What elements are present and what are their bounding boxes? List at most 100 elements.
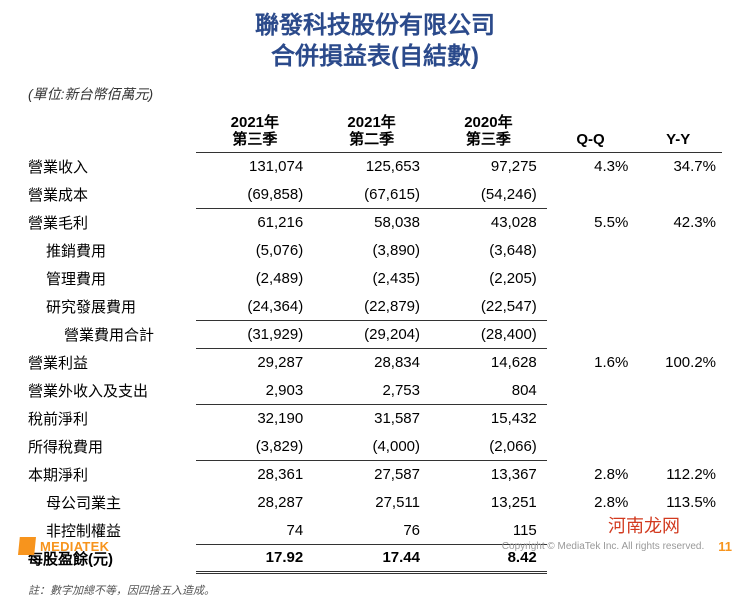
table-row: 營業收入131,074125,65397,2754.3%34.7%: [28, 152, 722, 180]
row-label: 本期淨利: [28, 460, 196, 488]
cell-yy: [634, 236, 722, 264]
cell-qq: [547, 320, 635, 348]
cell-value: (2,066): [430, 432, 547, 460]
cell-value: (54,246): [430, 180, 547, 208]
col-header-q3-2021: 2021年第三季: [196, 110, 313, 152]
table-row: 推銷費用(5,076)(3,890)(3,648): [28, 236, 722, 264]
mediatek-logo: MEDIATEK: [18, 537, 109, 555]
cell-value: 13,251: [430, 488, 547, 516]
cell-yy: 112.2%: [634, 460, 722, 488]
row-label: 母公司業主: [28, 488, 196, 516]
cell-yy: [634, 292, 722, 320]
cell-yy: 34.7%: [634, 152, 722, 180]
cell-value: 125,653: [313, 152, 430, 180]
cell-value: (22,547): [430, 292, 547, 320]
table-row: 稅前淨利32,19031,58715,432: [28, 404, 722, 432]
unit-label: (單位:新台幣佰萬元): [0, 72, 750, 110]
cell-value: 15,432: [430, 404, 547, 432]
cell-value: (3,829): [196, 432, 313, 460]
cell-value: (5,076): [196, 236, 313, 264]
row-label: 研究發展費用: [28, 292, 196, 320]
cell-yy: [634, 404, 722, 432]
page-number: 11: [718, 539, 732, 554]
cell-value: (2,489): [196, 264, 313, 292]
cell-value: (29,204): [313, 320, 430, 348]
cell-yy: [634, 376, 722, 404]
cell-qq: 4.3%: [547, 152, 635, 180]
cell-value: (67,615): [313, 180, 430, 208]
row-label: 管理費用: [28, 264, 196, 292]
cell-value: 2,753: [313, 376, 430, 404]
row-label: 營業毛利: [28, 208, 196, 236]
cell-value: 28,361: [196, 460, 313, 488]
copyright-text: Copyright © MediaTek Inc. All rights res…: [502, 541, 704, 552]
cell-qq: 5.5%: [547, 208, 635, 236]
cell-qq: [547, 292, 635, 320]
cell-value: (4,000): [313, 432, 430, 460]
cell-value: 61,216: [196, 208, 313, 236]
cell-value: 2,903: [196, 376, 313, 404]
cell-value: 32,190: [196, 404, 313, 432]
footnote: 註：數字加總不等，因四捨五入造成。: [0, 574, 750, 598]
logo-mark-icon: [18, 537, 36, 555]
cell-value: (28,400): [430, 320, 547, 348]
page-footer: MEDIATEK Copyright © MediaTek Inc. All r…: [0, 532, 750, 560]
income-statement-table: 2021年第三季 2021年第二季 2020年第三季 Q-Q Y-Y 營業收入1…: [28, 110, 722, 574]
cell-qq: 2.8%: [547, 460, 635, 488]
cell-qq: [547, 404, 635, 432]
cell-yy: [634, 432, 722, 460]
cell-value: 28,287: [196, 488, 313, 516]
cell-value: (3,890): [313, 236, 430, 264]
cell-value: (2,205): [430, 264, 547, 292]
cell-value: 97,275: [430, 152, 547, 180]
cell-yy: [634, 320, 722, 348]
cell-value: 13,367: [430, 460, 547, 488]
cell-value: 43,028: [430, 208, 547, 236]
cell-value: 27,511: [313, 488, 430, 516]
cell-value: 14,628: [430, 348, 547, 376]
cell-qq: [547, 236, 635, 264]
table-row: 營業外收入及支出2,9032,753804: [28, 376, 722, 404]
col-header-q2-2021: 2021年第二季: [313, 110, 430, 152]
cell-value: 29,287: [196, 348, 313, 376]
cell-qq: [547, 376, 635, 404]
cell-value: (2,435): [313, 264, 430, 292]
cell-qq: 1.6%: [547, 348, 635, 376]
cell-value: 27,587: [313, 460, 430, 488]
column-header-row: 2021年第三季 2021年第二季 2020年第三季 Q-Q Y-Y: [28, 110, 722, 152]
report-title: 聯發科技股份有限公司 合併損益表(自結數): [0, 0, 750, 72]
row-label: 推銷費用: [28, 236, 196, 264]
row-label: 營業費用合計: [28, 320, 196, 348]
cell-qq: [547, 432, 635, 460]
title-line-1: 聯發科技股份有限公司: [0, 10, 750, 41]
cell-qq: [547, 180, 635, 208]
row-label: 營業外收入及支出: [28, 376, 196, 404]
table-row: 所得稅費用(3,829)(4,000)(2,066): [28, 432, 722, 460]
cell-value: (69,858): [196, 180, 313, 208]
cell-value: 131,074: [196, 152, 313, 180]
table-row: 營業成本(69,858)(67,615)(54,246): [28, 180, 722, 208]
cell-value: (31,929): [196, 320, 313, 348]
cell-yy: [634, 180, 722, 208]
row-label: 營業利益: [28, 348, 196, 376]
row-label: 營業成本: [28, 180, 196, 208]
cell-yy: 42.3%: [634, 208, 722, 236]
cell-value: (3,648): [430, 236, 547, 264]
cell-yy: 100.2%: [634, 348, 722, 376]
cell-qq: [547, 264, 635, 292]
table-row: 營業利益29,28728,83414,6281.6%100.2%: [28, 348, 722, 376]
row-label: 營業收入: [28, 152, 196, 180]
col-header-yy: Y-Y: [634, 110, 722, 152]
logo-text: MEDIATEK: [40, 539, 109, 554]
table-row: 本期淨利28,36127,58713,3672.8%112.2%: [28, 460, 722, 488]
cell-value: (22,879): [313, 292, 430, 320]
cell-yy: [634, 264, 722, 292]
table-row: 營業毛利61,21658,03843,0285.5%42.3%: [28, 208, 722, 236]
row-label: 所得稅費用: [28, 432, 196, 460]
row-label: 稅前淨利: [28, 404, 196, 432]
cell-value: (24,364): [196, 292, 313, 320]
table-row: 營業費用合計(31,929)(29,204)(28,400): [28, 320, 722, 348]
cell-value: 31,587: [313, 404, 430, 432]
col-header-qq: Q-Q: [547, 110, 635, 152]
cell-value: 28,834: [313, 348, 430, 376]
